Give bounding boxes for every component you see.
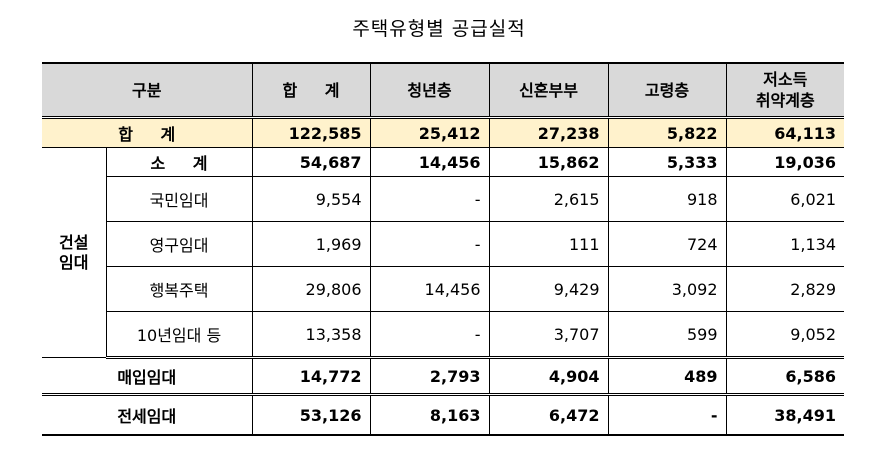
table-cell: 918 — [607, 176, 727, 222]
table-cell: 8,163 — [369, 394, 490, 436]
construction-group-label: 건설 임대 — [42, 147, 106, 358]
table-cell: 15,862 — [488, 147, 609, 177]
table-row: 영구임대 1,969 - 111 724 1,134 — [42, 221, 845, 267]
row-label: 소 계 — [105, 147, 253, 177]
row-label: 국민임대 — [105, 176, 253, 222]
table-cell: 38,491 — [725, 394, 845, 436]
table-cell: 29,806 — [251, 266, 371, 312]
table-cell: 6,472 — [488, 394, 609, 436]
header-elderly: 고령층 — [607, 62, 727, 119]
table-cell: - — [607, 394, 727, 436]
table-cell: 6,586 — [725, 357, 845, 396]
table-cell: 54,687 — [251, 147, 371, 177]
table-cell: 3,092 — [607, 266, 727, 312]
construction-group-line2: 임대 — [59, 252, 89, 272]
table-cell: - — [369, 221, 490, 267]
header-total: 합 계 — [251, 62, 371, 119]
table-cell: 4,904 — [488, 357, 609, 396]
total-row: 합 계 122,585 25,412 27,238 5,822 64,113 — [42, 117, 845, 148]
table-cell: 14,456 — [369, 147, 490, 177]
table-cell: 53,126 — [251, 394, 371, 436]
total-cell: 122,585 — [251, 117, 371, 148]
total-cell: 27,238 — [488, 117, 609, 148]
table-cell: 13,358 — [251, 311, 371, 359]
table-cell: 9,429 — [488, 266, 609, 312]
supply-table: 구분 합 계 청년층 신혼부부 고령층 저소득 취약계층 합 계 122,585… — [42, 62, 845, 436]
table-row: 10년임대 등 13,358 - 3,707 599 9,052 — [42, 311, 845, 359]
header-vulnerable-line1: 저소득 — [763, 70, 808, 89]
table-cell: 724 — [607, 221, 727, 267]
total-cell: 5,822 — [607, 117, 727, 148]
table-cell: 3,707 — [488, 311, 609, 359]
table-cell: 14,772 — [251, 357, 371, 396]
table-row: 행복주택 29,806 14,456 9,429 3,092 2,829 — [42, 266, 845, 312]
table-row: 국민임대 9,554 - 2,615 918 6,021 — [42, 176, 845, 222]
header-category: 구분 — [42, 62, 253, 119]
table-title: 주택유형별 공급실적 — [352, 18, 526, 40]
table-cell: - — [369, 176, 490, 222]
table-cell: 5,333 — [607, 147, 727, 177]
table-cell: 489 — [607, 357, 727, 396]
table-cell: 19,036 — [725, 147, 845, 177]
header-vulnerable-line2: 취약계층 — [755, 91, 815, 110]
total-label: 합 계 — [42, 117, 253, 148]
table-cell: 2,829 — [725, 266, 845, 312]
table-cell: 2,793 — [369, 357, 490, 396]
purchase-rental-row: 매입임대 14,772 2,793 4,904 489 6,586 — [42, 357, 845, 396]
header-youth: 청년층 — [369, 62, 490, 119]
header-row: 구분 합 계 청년층 신혼부부 고령층 저소득 취약계층 — [42, 62, 845, 119]
total-cell: 25,412 — [369, 117, 490, 148]
total-cell: 64,113 — [725, 117, 845, 148]
table-cell: 1,134 — [725, 221, 845, 267]
table-cell: 111 — [488, 221, 609, 267]
row-label: 매입임대 — [42, 357, 253, 396]
table-cell: 14,456 — [369, 266, 490, 312]
row-label: 영구임대 — [105, 221, 253, 267]
construction-subtotal-row: 건설 임대 소 계 54,687 14,456 15,862 5,333 19,… — [42, 147, 845, 358]
table-cell: 1,969 — [251, 221, 371, 267]
jeonse-rental-row: 전세임대 53,126 8,163 6,472 - 38,491 — [42, 394, 845, 436]
row-label: 전세임대 — [42, 394, 253, 436]
table-cell: 6,021 — [725, 176, 845, 222]
table-cell: 9,554 — [251, 176, 371, 222]
table-cell: 599 — [607, 311, 727, 359]
header-vulnerable: 저소득 취약계층 — [725, 62, 845, 119]
row-label: 행복주택 — [105, 266, 253, 312]
header-newlywed: 신혼부부 — [488, 62, 609, 119]
table-cell: 9,052 — [725, 311, 845, 359]
row-label: 10년임대 등 — [105, 311, 253, 359]
construction-group-line1: 건설 — [59, 232, 89, 252]
table-cell: - — [369, 311, 490, 359]
table-cell: 2,615 — [488, 176, 609, 222]
